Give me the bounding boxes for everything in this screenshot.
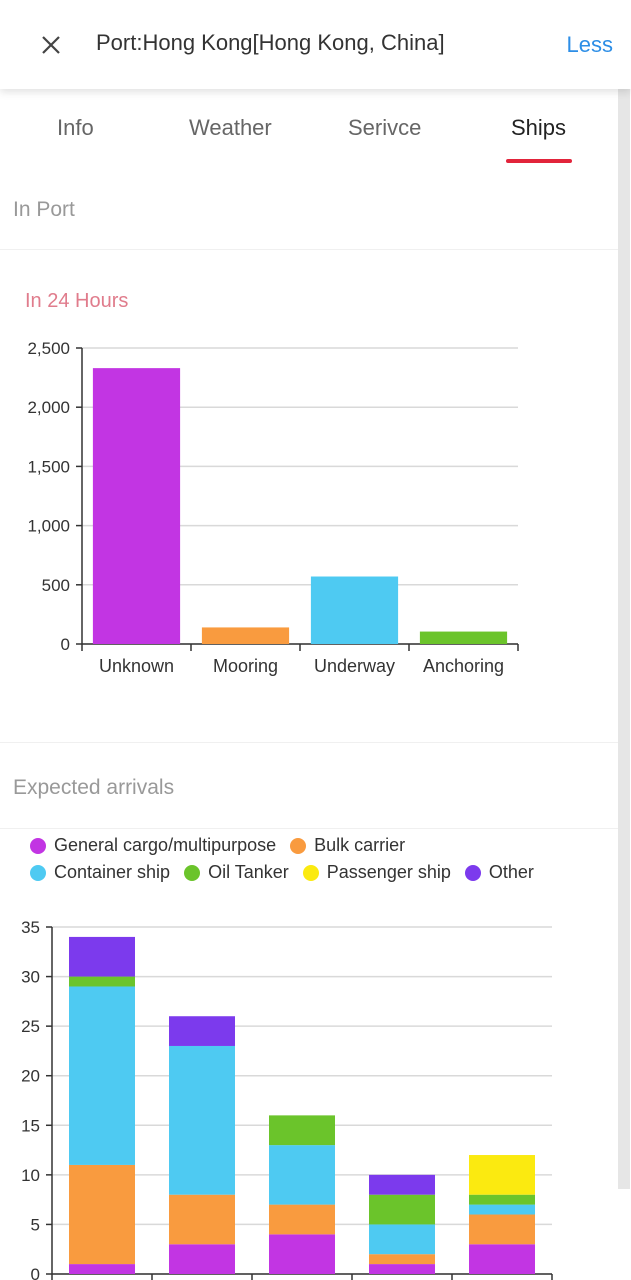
bar-segment bbox=[269, 1145, 335, 1205]
tab-weather[interactable]: Weather bbox=[189, 115, 272, 140]
y-tick-label: 0 bbox=[31, 1265, 40, 1280]
chart-legend: General cargo/multipurpose Bulk carrier … bbox=[30, 832, 590, 886]
x-tick-label: Anchoring bbox=[423, 656, 504, 676]
legend-item-bulk-carrier[interactable]: Bulk carrier bbox=[290, 835, 405, 856]
bar-segment bbox=[269, 1204, 335, 1235]
tab-bar: Info Weather Serivce Ships bbox=[0, 89, 618, 171]
expected-arrivals-stacked-chart: 0 5 10 15 20 25 30 35 bbox=[21, 918, 553, 1280]
y-tick-label: 0 bbox=[61, 635, 70, 654]
bar-segment bbox=[69, 986, 135, 1165]
bar-segment bbox=[469, 1155, 535, 1195]
x-tick-label: Unknown bbox=[99, 656, 174, 676]
divider bbox=[0, 249, 618, 250]
header-bar: Port:Hong Kong[Hong Kong, China] Less bbox=[0, 0, 631, 89]
y-tick-label: 25 bbox=[21, 1017, 40, 1036]
tab-ships[interactable]: Ships bbox=[511, 115, 567, 140]
y-tick-label: 30 bbox=[21, 968, 40, 987]
chart-subtitle: In 24 Hours bbox=[25, 290, 129, 312]
bar-segment bbox=[369, 1174, 435, 1195]
divider bbox=[0, 742, 618, 743]
legend-label: Passenger ship bbox=[326, 862, 451, 882]
bar-segment bbox=[69, 976, 135, 987]
bar-segment bbox=[169, 1016, 235, 1046]
y-tick-label: 2,000 bbox=[27, 398, 70, 417]
bar-segment bbox=[269, 1115, 335, 1146]
y-tick-label: 20 bbox=[21, 1067, 40, 1086]
legend-dot bbox=[30, 864, 46, 881]
page-title: Port:Hong Kong[Hong Kong, China] bbox=[96, 30, 445, 55]
close-icon[interactable] bbox=[36, 30, 66, 60]
bar-segment bbox=[369, 1224, 435, 1255]
bar-segment bbox=[169, 1045, 235, 1195]
bar-segment bbox=[469, 1194, 535, 1205]
legend-label: Other bbox=[488, 862, 534, 882]
bar-mooring bbox=[201, 627, 290, 644]
bar-segment bbox=[369, 1194, 435, 1225]
bar-segment bbox=[69, 936, 135, 977]
bar-anchoring bbox=[419, 631, 508, 644]
legend-dot bbox=[464, 864, 481, 881]
y-tick-label: 10 bbox=[21, 1166, 40, 1185]
legend-label: Bulk carrier bbox=[314, 835, 406, 855]
bar-segment bbox=[69, 1164, 135, 1265]
bar-segment bbox=[469, 1244, 535, 1274]
legend-label: Oil Tanker bbox=[208, 862, 289, 882]
legend-item-container-ship[interactable]: Container ship bbox=[30, 862, 170, 883]
bar-segment bbox=[69, 1264, 135, 1274]
bar-segment bbox=[169, 1194, 235, 1245]
divider bbox=[0, 828, 618, 829]
y-tick-label: 2,500 bbox=[27, 339, 70, 358]
y-tick-label: 1,000 bbox=[27, 517, 70, 536]
tab-service[interactable]: Serivce bbox=[348, 115, 422, 140]
bar-segment bbox=[369, 1264, 435, 1274]
y-tick-label: 15 bbox=[21, 1116, 40, 1135]
y-tick-label: 1,500 bbox=[27, 457, 70, 476]
in-port-title: In Port bbox=[13, 198, 75, 221]
bar-segment bbox=[169, 1244, 235, 1274]
x-tick-label: Mooring bbox=[213, 656, 278, 676]
less-link[interactable]: Less bbox=[566, 32, 613, 57]
bar-segment bbox=[469, 1204, 535, 1215]
legend-item-other[interactable]: Other bbox=[464, 862, 534, 883]
bar-segment bbox=[469, 1214, 535, 1245]
legend-item-oil-tanker[interactable]: Oil Tanker bbox=[184, 862, 289, 883]
bar-unknown bbox=[92, 368, 181, 644]
legend-dot bbox=[30, 837, 46, 854]
legend-dot bbox=[290, 837, 307, 854]
legend-item-passenger-ship[interactable]: Passenger ship bbox=[302, 862, 451, 883]
x-tick-label: Underway bbox=[314, 656, 395, 676]
content-area: Info Weather Serivce Ships bbox=[0, 89, 618, 171]
bar-underway bbox=[310, 576, 399, 644]
y-tick-label: 35 bbox=[21, 918, 40, 937]
legend-dot bbox=[302, 864, 319, 881]
legend-item-general-cargo[interactable]: General cargo/multipurpose bbox=[30, 835, 276, 856]
scrollbar[interactable] bbox=[618, 89, 630, 1189]
bar-segment bbox=[369, 1254, 435, 1265]
expected-arrivals-title: Expected arrivals bbox=[13, 776, 175, 799]
bar-segment bbox=[269, 1234, 335, 1274]
tab-info[interactable]: Info bbox=[57, 115, 94, 140]
y-tick-label: 500 bbox=[42, 576, 70, 595]
legend-label: Container ship bbox=[54, 862, 171, 882]
legend-dot bbox=[184, 864, 201, 881]
in-port-bar-chart: 0 500 1,000 1,500 2,000 2,500 Unknown Mooring Un… bbox=[27, 339, 519, 676]
active-tab-indicator bbox=[506, 159, 572, 163]
legend-label: General cargo/multipurpose bbox=[54, 835, 277, 855]
y-tick-label: 5 bbox=[31, 1215, 40, 1234]
